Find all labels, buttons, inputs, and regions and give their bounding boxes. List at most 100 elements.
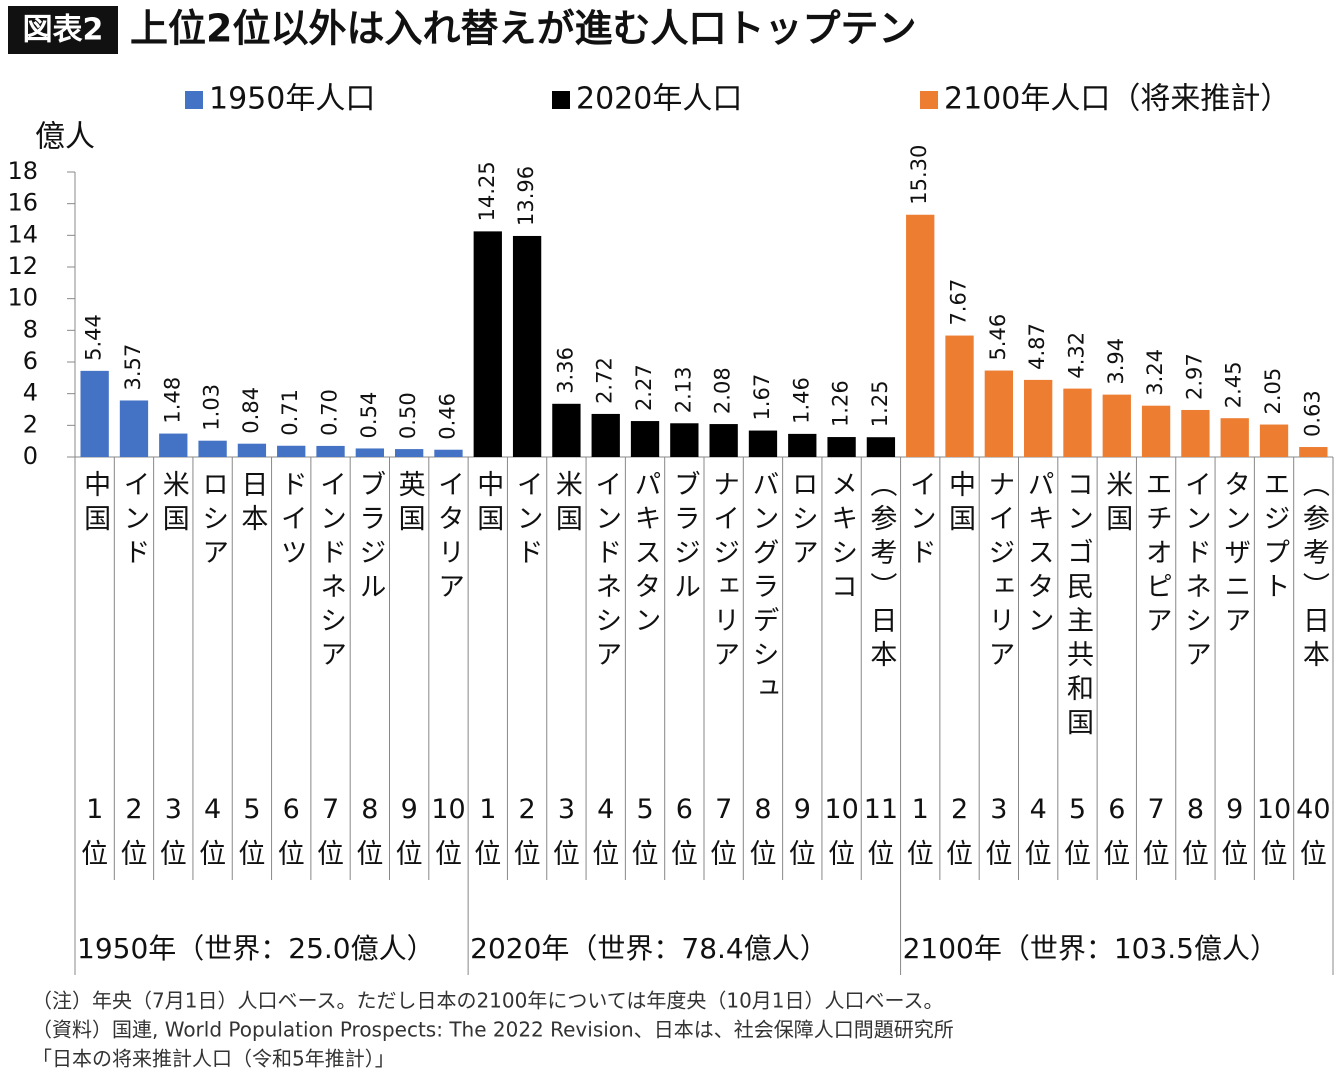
legend-swatch	[552, 91, 570, 109]
bar	[1259, 424, 1289, 457]
rank-label: 10 位	[824, 794, 858, 870]
value-label: 2.05	[1261, 368, 1285, 415]
y-tick-label: 16	[7, 189, 38, 217]
bar	[670, 423, 699, 457]
y-tick-label: 8	[23, 315, 38, 343]
bar	[1063, 388, 1092, 457]
rank-label: 11 位	[864, 794, 898, 870]
category-label: ロシア	[197, 470, 228, 572]
category-label: パキスタン	[630, 470, 661, 640]
bar	[473, 231, 502, 457]
y-tick-label: 2	[23, 410, 38, 438]
legend-label: 1950年人口	[209, 82, 375, 117]
category-label: 英国	[394, 470, 425, 538]
y-axis-label: 億人	[35, 120, 95, 155]
y-tick-label: 12	[7, 252, 38, 280]
category-label: ブラジル	[354, 470, 385, 606]
category-label: メキシコ	[826, 470, 857, 606]
bar	[552, 403, 581, 457]
value-label: 5.44	[82, 314, 106, 361]
y-tick-label: 10	[7, 284, 38, 312]
category-label: ドイツ	[276, 470, 307, 572]
category-label: ブラジル	[669, 470, 700, 606]
value-label: 15.30	[907, 145, 931, 205]
bar	[355, 448, 384, 457]
bar	[709, 424, 738, 457]
category-label: イタリア	[433, 470, 464, 606]
value-label: 3.24	[1143, 349, 1167, 396]
value-label: 2.97	[1182, 353, 1206, 400]
category-label: パキスタン	[1023, 470, 1054, 640]
bar	[748, 430, 778, 457]
bar	[906, 214, 935, 457]
bar	[395, 449, 424, 457]
category-label: 米国	[551, 470, 583, 538]
category-label: インドネシア	[315, 470, 346, 674]
value-label: 2.27	[632, 364, 656, 411]
bar	[80, 370, 109, 457]
value-label: 2.08	[711, 367, 735, 414]
note: 「日本の将来推計人口（令和5年推計）」	[32, 1047, 395, 1071]
value-label: 13.96	[514, 166, 538, 226]
bar	[277, 445, 306, 457]
category-label: ナイジェリア	[983, 470, 1014, 674]
value-label: 0.71	[278, 389, 302, 436]
bar	[198, 440, 227, 457]
value-label: 0.70	[318, 389, 342, 436]
category-label: 中国	[944, 470, 975, 538]
value-label: 0.63	[1300, 390, 1324, 437]
bar	[1299, 447, 1328, 457]
value-label: 1.67	[750, 374, 774, 421]
bar	[630, 421, 660, 457]
group-caption: 1950年（世界：25.0億人）	[77, 932, 435, 965]
value-label: 3.94	[1104, 338, 1128, 385]
value-label: 1.48	[160, 377, 184, 424]
category-label: 中国	[472, 470, 503, 538]
legend-label: 2100年人口（将来推計）	[944, 82, 1290, 117]
category-label: エジプト	[1259, 470, 1290, 606]
category-label: ロシア	[787, 470, 818, 572]
value-label: 5.46	[986, 314, 1010, 361]
rank-label: 10 位	[431, 794, 465, 870]
category-label: エチオピア	[1141, 470, 1172, 640]
category-label: インド	[118, 470, 149, 572]
value-label: 0.46	[435, 393, 459, 440]
category-label: ナイジェリア	[708, 470, 739, 674]
group-caption: 2020年（世界：78.4億人）	[470, 932, 828, 965]
note: （注）年央（7月1日）人口ベース。ただし日本の2100年については年度央（10月…	[32, 989, 944, 1013]
value-label: 3.36	[553, 347, 577, 394]
value-label: 1.46	[789, 377, 813, 424]
category-label: バングラデシュ	[747, 470, 778, 708]
legend-swatch	[185, 91, 203, 109]
group-caption: 2100年（世界：103.5億人）	[903, 932, 1278, 965]
value-label: 2.72	[593, 357, 617, 404]
bar	[159, 433, 188, 457]
value-label: 2.45	[1222, 361, 1246, 408]
category-label: 日本	[236, 470, 268, 538]
bar	[591, 413, 620, 457]
category-label: 米国	[1101, 470, 1133, 538]
y-tick-label: 0	[23, 442, 38, 470]
category-label: インドネシア	[590, 470, 621, 674]
